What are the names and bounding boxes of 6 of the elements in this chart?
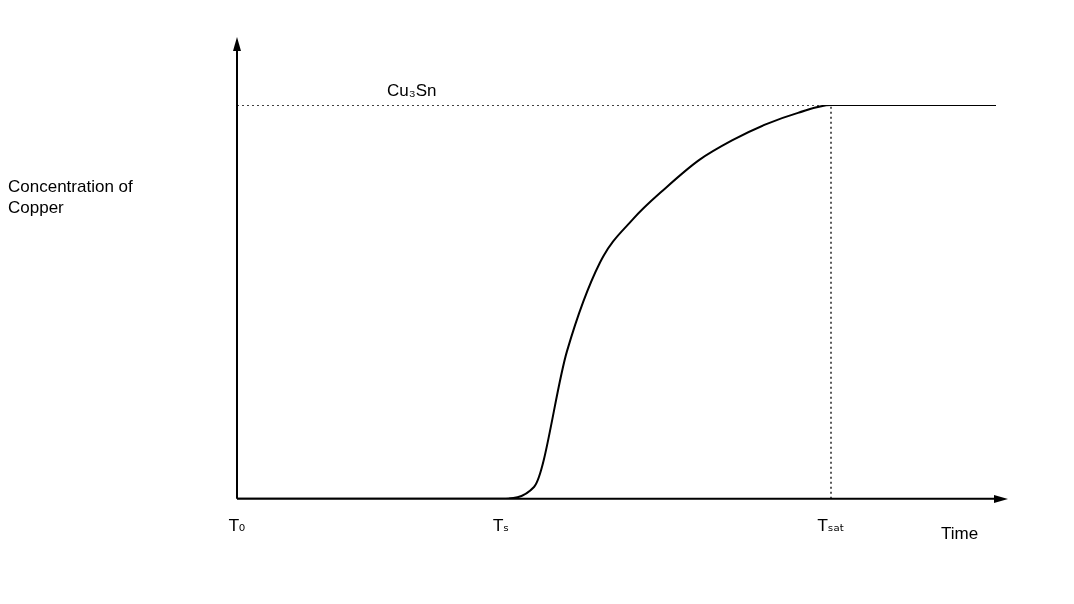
x-tick-label: Tₛₐₜ	[816, 515, 845, 535]
text: Concentration of Copper	[8, 176, 134, 218]
x-axis-title: Time	[941, 523, 979, 543]
x-tick-label: T₀	[227, 515, 246, 535]
series-label: Cu₃Sn	[387, 81, 437, 100]
x-tick-label: Tₛ	[492, 515, 509, 535]
